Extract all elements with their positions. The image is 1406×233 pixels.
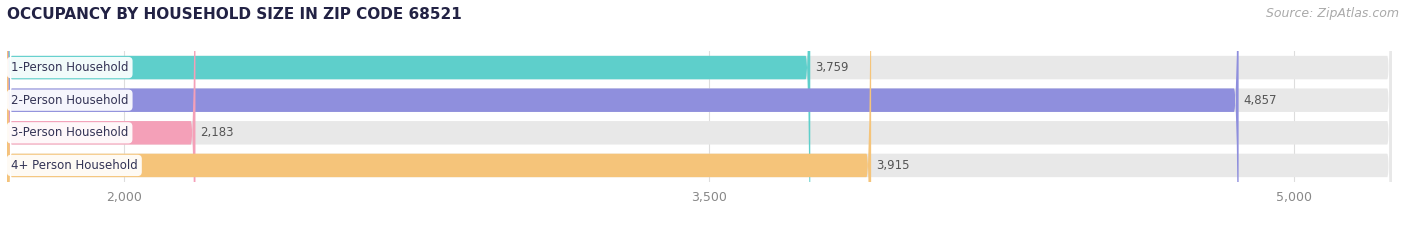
Text: 2-Person Household: 2-Person Household: [11, 94, 128, 107]
FancyBboxPatch shape: [7, 0, 1392, 233]
Text: Source: ZipAtlas.com: Source: ZipAtlas.com: [1265, 7, 1399, 20]
Text: 4+ Person Household: 4+ Person Household: [11, 159, 138, 172]
Text: 4,857: 4,857: [1243, 94, 1277, 107]
Text: 1-Person Household: 1-Person Household: [11, 61, 128, 74]
FancyBboxPatch shape: [7, 0, 1392, 233]
Text: 3-Person Household: 3-Person Household: [11, 126, 128, 139]
FancyBboxPatch shape: [7, 0, 1392, 233]
FancyBboxPatch shape: [7, 0, 1239, 233]
FancyBboxPatch shape: [7, 0, 195, 233]
Text: 2,183: 2,183: [200, 126, 233, 139]
FancyBboxPatch shape: [7, 0, 1392, 233]
FancyBboxPatch shape: [7, 0, 810, 233]
FancyBboxPatch shape: [7, 0, 872, 233]
Text: OCCUPANCY BY HOUSEHOLD SIZE IN ZIP CODE 68521: OCCUPANCY BY HOUSEHOLD SIZE IN ZIP CODE …: [7, 7, 461, 22]
Text: 3,759: 3,759: [815, 61, 848, 74]
Text: 3,915: 3,915: [876, 159, 910, 172]
